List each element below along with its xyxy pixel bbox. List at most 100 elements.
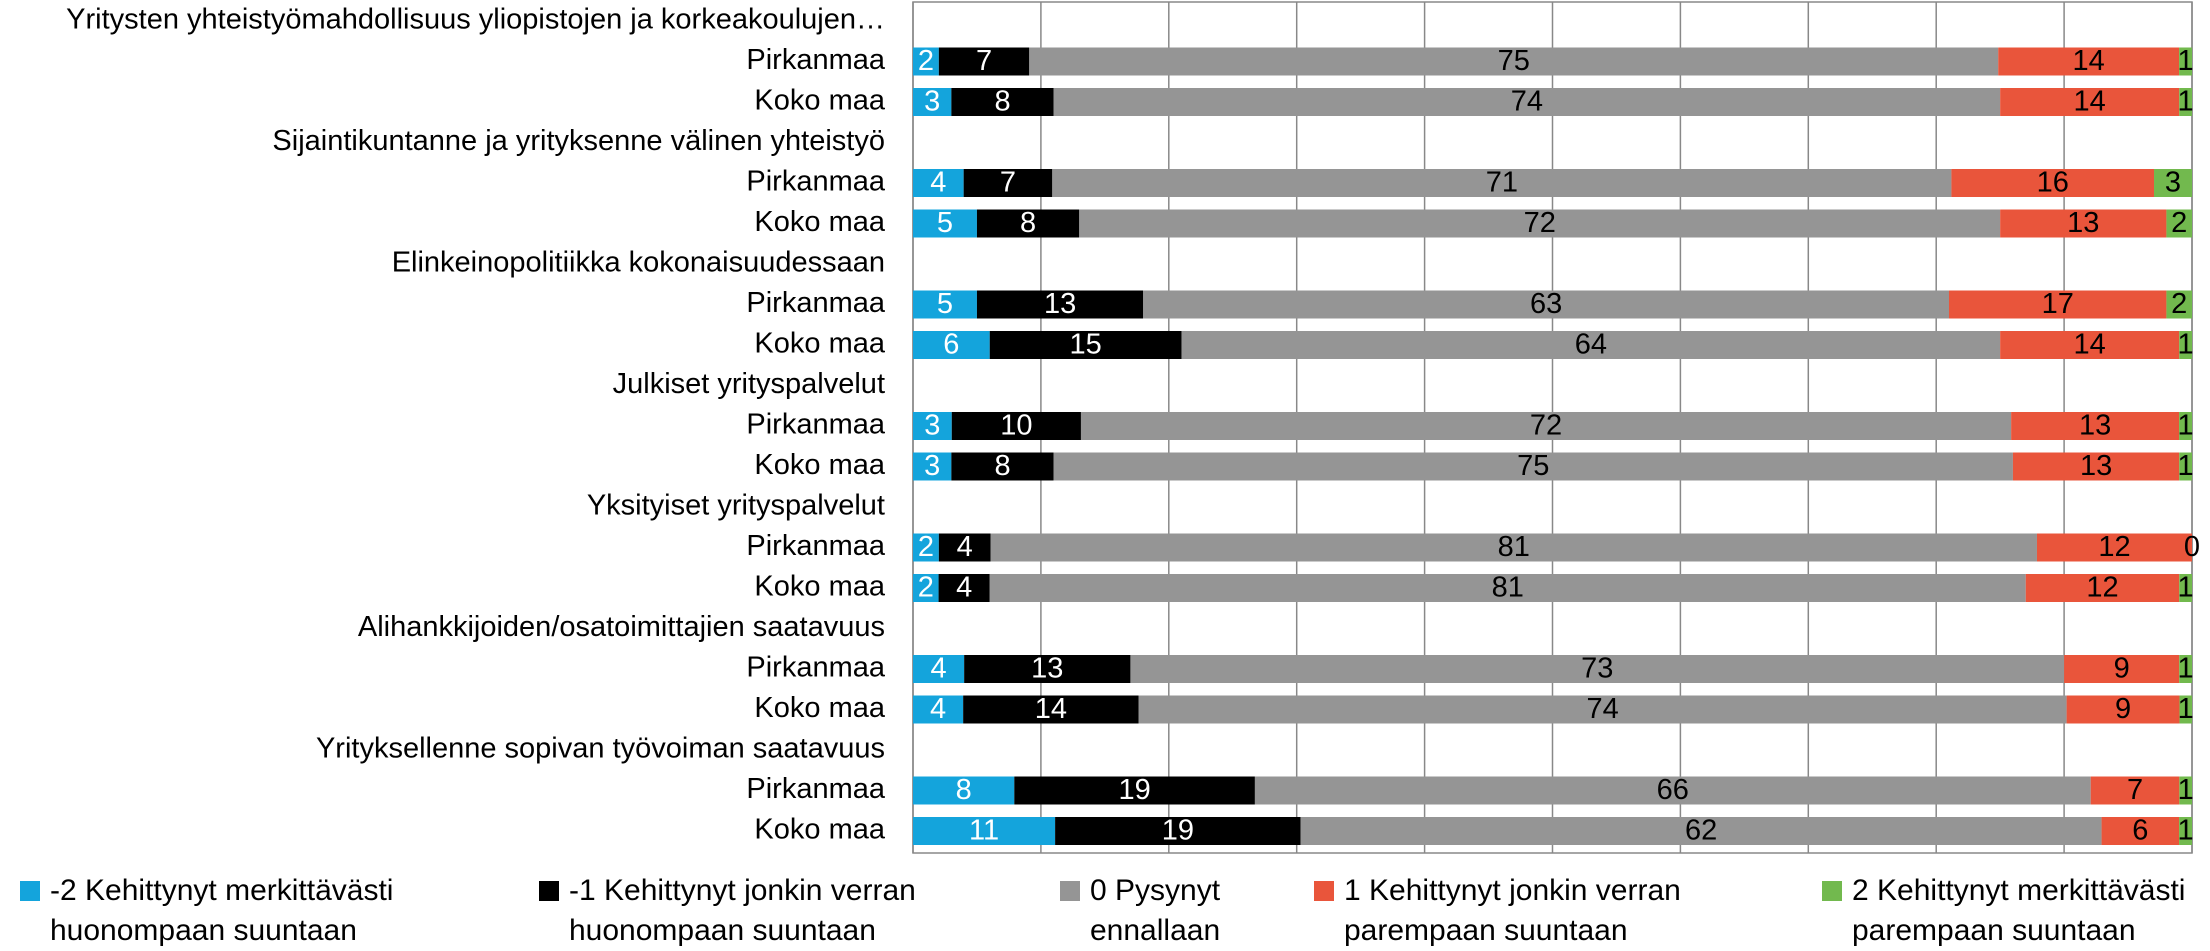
value-label: 66 [1657,774,1689,806]
bar-segment [1052,169,1952,197]
category-label: Pirkanmaa [746,44,885,76]
bar-segment [963,695,1139,724]
value-label: 2 [2171,207,2187,239]
value-label: 13 [1031,653,1063,685]
value-label: 3 [2165,167,2181,199]
value-label: 14 [1035,693,1067,725]
bar-segment [1053,452,2013,481]
value-label: 3 [924,410,940,442]
legend-label: -1 Kehittynyt jonkin verran huonompaan s… [569,874,916,947]
value-label: 14 [2074,329,2106,361]
category-label: Yrityksellenne sopivan työvoiman saatavu… [316,733,885,765]
value-label: 1 [2178,774,2194,806]
value-label: 4 [931,653,947,685]
value-label: 81 [1498,531,1530,563]
value-label: 1 [2178,86,2194,118]
value-label: 8 [994,86,1010,118]
bar-segment [1948,290,2167,319]
value-label: 2 [2171,288,2187,320]
legend-swatch [539,881,559,901]
bar-segment [2179,452,2192,481]
value-label: 16 [2037,167,2069,199]
bar-segment [938,47,1030,76]
value-label: 17 [2042,288,2074,320]
value-label: 15 [1070,329,1102,361]
bar-segment [1181,331,2001,359]
legend-label: 0 Pysynyt ennallaan [1090,874,1221,947]
value-label: 3 [924,86,940,118]
value-label: 2 [918,531,934,563]
value-label: 8 [956,774,972,806]
category-label: Pirkanmaa [746,530,885,562]
bar-segment [2166,209,2192,238]
bar-segment [2179,412,2192,440]
value-label: 72 [1524,207,1556,239]
category-label: Koko maa [754,328,885,360]
value-label: 9 [2114,653,2130,685]
category-label: Pirkanmaa [746,409,885,441]
value-label: 74 [1587,693,1619,725]
value-label: 1 [2178,450,2194,482]
bar-segment [989,574,2026,602]
legend-swatch [1060,881,1080,901]
bar-segment [2179,776,2192,805]
value-label: 5 [937,207,953,239]
value-label: 75 [1498,45,1530,77]
bar-segment [1029,47,1999,76]
bar-segment [2000,331,2180,359]
category-label: Koko maa [754,206,885,238]
value-label: 1 [2178,329,2194,361]
bar-segment [951,412,1081,440]
value-label: 7 [2127,774,2143,806]
bar-segment [2064,655,2180,683]
value-label: 8 [994,450,1010,482]
value-label: 2 [918,45,934,77]
value-label: 1 [2178,693,2194,725]
bar-segment [1951,169,2155,197]
bar-segment [1254,776,2091,805]
value-label: 74 [1511,86,1543,118]
bar-segment [913,88,952,116]
category-label: Pirkanmaa [746,652,885,684]
value-label: 5 [937,288,953,320]
bar-segment [964,655,1131,683]
category-label: Julkiset yrityspalvelut [613,368,885,400]
bar-segment [951,452,1054,481]
bar-segment [1130,655,2065,683]
bar-segment [913,412,952,440]
bar-segment [2179,331,2192,359]
value-label: 1 [2177,410,2193,442]
value-label: 13 [2067,207,2099,239]
bar-segment [963,169,1053,197]
value-label: 12 [2086,572,2118,604]
value-label: 7 [1000,167,1016,199]
value-label: 6 [2132,815,2148,847]
bar-segment [2090,776,2180,805]
value-label: 7 [976,45,992,77]
bar-segment [2179,695,2192,724]
bar-segment [913,47,939,76]
category-label: Koko maa [754,449,885,481]
bar-segment [913,331,990,359]
bar-segment [1014,776,1255,805]
bar-segment [913,695,964,724]
bar-segment [2179,655,2192,683]
bar-segment [1138,695,2067,724]
bar-segment [2000,209,2167,238]
value-label: 4 [930,167,946,199]
bar-segment [976,290,1144,319]
value-label: 14 [2074,86,2106,118]
value-label: 19 [1162,815,1194,847]
bar-segment [913,817,1056,845]
bar-segment [2011,412,2180,440]
value-label: 63 [1530,288,1562,320]
value-label: 11 [969,815,999,847]
value-label: 9 [2115,693,2131,725]
value-label: 8 [1020,207,1036,239]
bar-segment [913,209,977,238]
legend-label: 2 Kehittynyt merkittävästi parempaan suu… [1852,874,2186,947]
value-label: 4 [930,693,946,725]
value-label: 3 [924,450,940,482]
bar-segment [976,209,1080,238]
bar-segment [913,776,1015,805]
